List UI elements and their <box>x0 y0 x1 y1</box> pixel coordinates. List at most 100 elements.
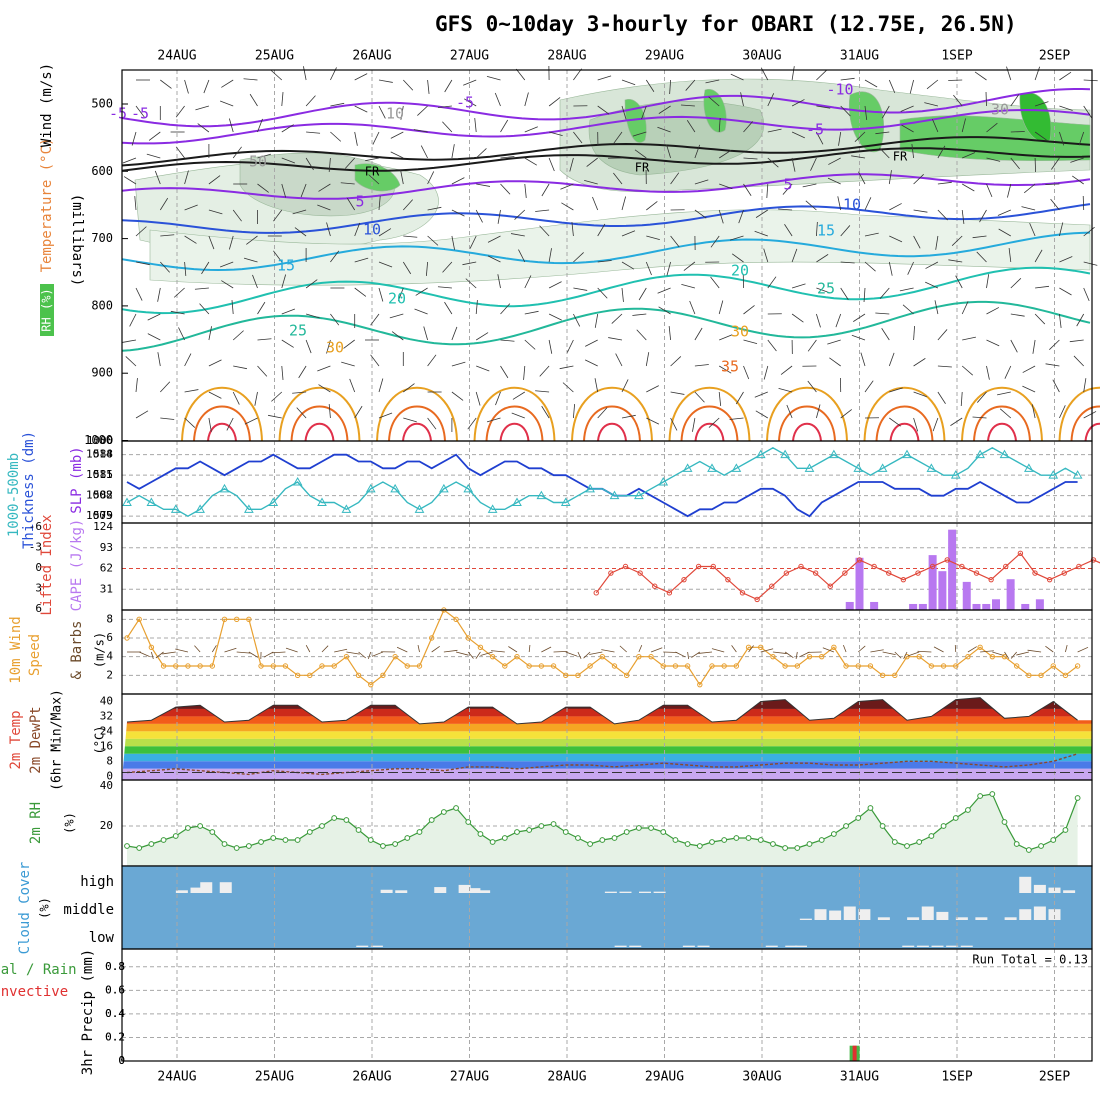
rh-point <box>843 823 849 829</box>
wind-barb-upper <box>1032 339 1036 354</box>
wind-speed-point <box>368 681 374 688</box>
wind-barb-upper <box>888 79 896 94</box>
rh-point <box>221 841 228 847</box>
wind-speed-point <box>660 663 666 669</box>
wind-barb-10m <box>475 651 481 659</box>
wind-barb-10m <box>371 651 384 657</box>
contour-label: -5 <box>456 94 474 112</box>
slp-point <box>609 490 620 500</box>
wind-speed-point <box>648 653 654 660</box>
wind-barb-upper <box>621 196 627 211</box>
date-label-top: 31AUG <box>840 49 879 64</box>
wind-barb-10m <box>980 650 994 653</box>
wind-barb-upper <box>500 365 509 379</box>
wind-barb-upper <box>326 222 331 237</box>
wind-speed-point <box>721 663 727 669</box>
wind-barb-upper <box>370 354 380 367</box>
wind-barb-10m <box>748 645 754 653</box>
wind-barb-upper <box>330 131 342 142</box>
slp-point <box>877 463 888 472</box>
temp-band <box>122 731 1092 739</box>
wind-barb-upper <box>1045 363 1060 367</box>
cloud-bar-middle <box>1004 917 1017 920</box>
wind-barb-upper <box>208 209 223 215</box>
cloud-bar-high <box>619 891 632 893</box>
wind-barb-upper <box>244 417 258 425</box>
wind-barb-upper <box>1059 222 1064 237</box>
date-label-top: 28AUG <box>547 49 586 64</box>
wind-barb-upper <box>420 145 428 159</box>
lifted-index-point <box>988 576 994 583</box>
precip-tick-label-dup: 0.4 <box>105 1007 125 1020</box>
wind-barb-upper <box>934 300 939 315</box>
wind-speed-point <box>270 663 276 669</box>
slp-point <box>731 463 742 472</box>
cape-tick-label: 31 <box>100 582 113 595</box>
wind-speed-point <box>246 616 252 623</box>
wind-speed-point <box>1074 663 1081 669</box>
wind-barb-upper <box>743 121 753 133</box>
lifted-tick-label: 3 <box>35 582 42 595</box>
wind-barb-upper <box>271 70 283 81</box>
wind-speed-point <box>818 653 825 660</box>
cloud-bar-middle <box>1048 909 1061 920</box>
wind-barb-upper <box>1022 385 1036 393</box>
cloud-bar-high <box>434 887 447 893</box>
wind-barb-upper <box>961 209 965 224</box>
lifted-tick-label: 0 <box>35 561 42 574</box>
wind-barb-upper <box>960 391 963 406</box>
wind-barb-upper <box>400 170 404 185</box>
isotherm-35-loop <box>875 405 934 442</box>
cloud-bar-middle <box>975 917 988 920</box>
date-label-top: 1SEP <box>941 49 972 64</box>
lifted-index-point <box>959 563 965 570</box>
wind-barb-upper <box>694 364 709 367</box>
isotherm-35-loop <box>290 405 349 442</box>
wind-barb-upper <box>524 157 538 166</box>
lifted-index-point <box>798 563 804 570</box>
date-label-top: 26AUG <box>352 49 391 64</box>
temp-label: 2m Temp <box>8 710 24 769</box>
cloud-level-label: low <box>89 930 115 946</box>
wind-barb-upper <box>816 287 830 294</box>
wind-barb-upper <box>243 78 258 81</box>
wind-barb-upper <box>997 209 1011 216</box>
precip-tick-label-dup: 0.8 <box>105 960 125 973</box>
wind-barb-upper <box>694 209 707 219</box>
wind-barb-upper <box>621 261 635 270</box>
wind-barb-upper <box>330 102 345 107</box>
wind-barb-upper <box>621 287 624 302</box>
wind-barb-upper <box>666 144 671 159</box>
wind-speed-point <box>209 663 216 669</box>
date-label-top: 29AUG <box>645 49 684 64</box>
wind-speed-point <box>587 663 593 669</box>
slp-point <box>585 483 595 493</box>
isotherm-35-loop <box>485 405 544 442</box>
wind-barb-upper <box>731 253 744 263</box>
cloud-bar-high <box>1033 884 1046 893</box>
wind-barb-upper <box>221 280 234 289</box>
cloud-bar-high <box>200 882 213 893</box>
wind-barb-upper <box>937 365 952 368</box>
rh-point <box>575 835 581 841</box>
wind-barb-upper <box>148 131 161 141</box>
wind-barb-upper <box>743 183 752 196</box>
wind-barb-upper <box>486 75 501 81</box>
wind-barb-upper <box>636 329 647 341</box>
date-label-bottom: 24AUG <box>157 1070 196 1085</box>
wind-speed-point <box>806 653 813 660</box>
wind-barb-upper <box>257 338 272 341</box>
wind-barb-upper <box>402 261 412 275</box>
slp-point <box>804 463 815 472</box>
cloud-bar-high <box>395 890 408 893</box>
lifted-index-point <box>871 563 877 570</box>
wind-speed-point <box>916 653 922 660</box>
wind-barb-upper <box>232 146 242 159</box>
wind-barb-upper <box>300 183 307 198</box>
lifted-index-point <box>710 563 716 570</box>
wind-speed-point <box>282 663 289 669</box>
wind-speed-point <box>575 672 581 679</box>
wind-barb-10m <box>784 651 794 658</box>
wind-barb-upper <box>767 339 777 352</box>
wind-barb-upper <box>889 203 902 211</box>
